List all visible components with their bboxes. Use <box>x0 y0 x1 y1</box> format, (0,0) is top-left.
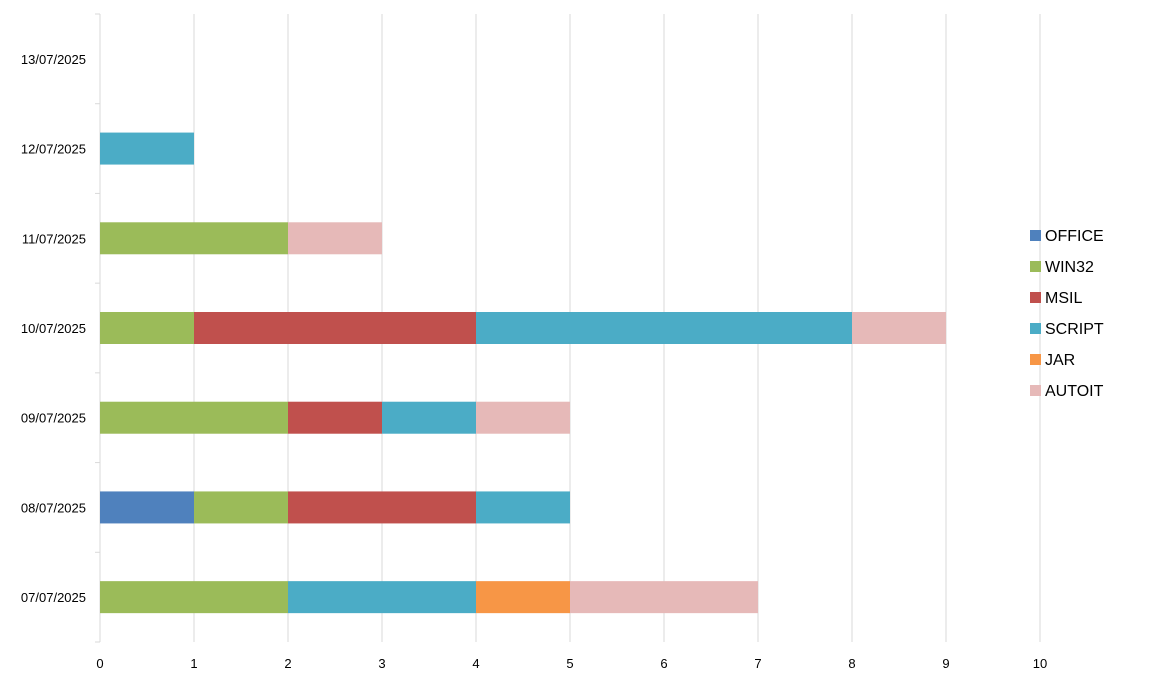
x-tick-label: 9 <box>942 656 949 671</box>
category-label: 13/07/2025 <box>21 52 86 67</box>
legend-swatch-win32 <box>1030 261 1041 272</box>
legend-swatch-jar <box>1030 354 1041 365</box>
category-axis-labels: 07/07/2025 08/07/2025 09/07/2025 10/07/2025… <box>21 52 86 605</box>
category-label: 08/07/2025 <box>21 500 86 515</box>
bar-segment-script <box>288 581 476 614</box>
bar-segment-script <box>100 132 194 165</box>
bar-segment-autoit <box>570 581 758 614</box>
legend-swatch-script <box>1030 323 1041 334</box>
legend-swatch-msil <box>1030 292 1041 303</box>
legend-label-office: OFFICE <box>1045 228 1104 245</box>
bar-segment-win32 <box>194 491 288 524</box>
value-axis-tick-labels: 0 1 2 3 4 5 6 7 8 9 10 <box>96 656 1047 671</box>
x-tick-label: 5 <box>566 656 573 671</box>
bar-segment-script <box>382 401 476 434</box>
x-tick-label: 6 <box>660 656 667 671</box>
category-axis <box>95 13 101 643</box>
x-tick-label: 0 <box>96 656 103 671</box>
bar-segment-msil <box>288 491 476 524</box>
bar-segment-jar <box>476 581 570 614</box>
category-label: 09/07/2025 <box>21 411 86 426</box>
legend: OFFICE WIN32 MSIL SCRIPT JAR AUTOIT <box>1030 228 1104 400</box>
bar-segment-autoit <box>852 312 946 344</box>
category-label: 07/07/2025 <box>21 590 86 605</box>
x-tick-label: 1 <box>190 656 197 671</box>
bar-segment-msil <box>288 401 382 434</box>
bar-segment-win32 <box>100 401 288 434</box>
legend-label-autoit: AUTOIT <box>1045 383 1104 400</box>
bar-segment-autoit <box>288 222 382 255</box>
x-tick-label: 8 <box>848 656 855 671</box>
bar-segment-script <box>476 312 852 344</box>
legend-label-jar: JAR <box>1045 352 1075 369</box>
bar-segment-autoit <box>476 401 570 434</box>
bar-segment-msil <box>194 312 476 344</box>
category-label: 11/07/2025 <box>22 231 86 246</box>
legend-swatch-autoit <box>1030 385 1041 396</box>
bar-segment-win32 <box>100 222 288 255</box>
bars <box>100 132 946 614</box>
x-tick-label: 4 <box>472 656 479 671</box>
legend-label-win32: WIN32 <box>1045 259 1094 276</box>
x-tick-label: 7 <box>754 656 761 671</box>
x-tick-label: 10 <box>1033 656 1047 671</box>
category-label: 10/07/2025 <box>21 321 86 336</box>
bar-segment-office <box>100 491 194 524</box>
bar-segment-win32 <box>100 312 194 344</box>
bar-segment-script <box>476 491 570 524</box>
x-tick-label: 3 <box>378 656 385 671</box>
category-label: 12/07/2025 <box>21 142 86 157</box>
x-tick-label: 2 <box>284 656 291 671</box>
bar-segment-win32 <box>100 581 288 614</box>
legend-swatch-office <box>1030 230 1041 241</box>
legend-label-script: SCRIPT <box>1045 321 1104 338</box>
legend-label-msil: MSIL <box>1045 290 1082 307</box>
